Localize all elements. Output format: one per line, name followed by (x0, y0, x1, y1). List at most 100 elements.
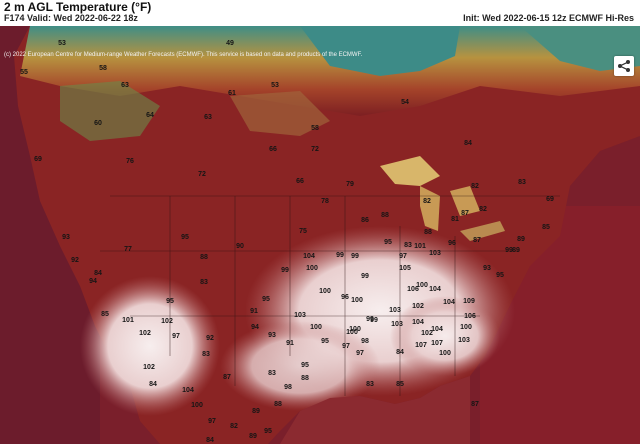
temperature-label: 83 (518, 179, 526, 186)
temperature-label: 95 (384, 239, 392, 246)
temperature-label: 90 (236, 243, 244, 250)
temperature-label: 88 (424, 229, 432, 236)
temperature-label: 83 (366, 381, 374, 388)
temperature-label: 104 (303, 253, 315, 260)
temperature-label: 99 (505, 247, 513, 254)
temperature-label: 109 (463, 298, 475, 305)
temperature-label: 69 (546, 196, 554, 203)
copyright-credit: (c) 2022 European Centre for Medium-rang… (4, 52, 363, 58)
temperature-label: 100 (310, 324, 322, 331)
temperature-label: 107 (415, 342, 427, 349)
temperature-label: 83 (268, 370, 276, 377)
hudson-bay-cool (300, 26, 460, 76)
temperature-label: 63 (121, 82, 129, 89)
temperature-map[interactable]: 53 49 58 55 63 61 53 54 60 64 58 63 66 72 84 69 76 79 83 72… (0, 26, 640, 444)
temperature-label: 92 (71, 257, 79, 264)
temperature-label: 63 (204, 114, 212, 121)
model-init-time: Init: Wed 2022-06-15 12z ECMWF Hi-Res (463, 13, 634, 23)
temperature-label: 72 (311, 146, 319, 153)
temperature-label: 102 (143, 364, 155, 371)
temperature-label: 100 (349, 326, 361, 333)
temperature-label: 81 (451, 216, 459, 223)
temperature-label: 92 (206, 335, 214, 342)
temperature-label: 88 (301, 375, 309, 382)
temperature-label: 95 (181, 234, 189, 241)
temperature-labels: 53 49 58 55 63 61 53 54 60 64 58 63 66 72 84 69 76 79 83 72… (20, 40, 554, 444)
temperature-label: 104 (431, 326, 443, 333)
temperature-label: 84 (464, 140, 472, 147)
temperature-label: 100 (416, 282, 428, 289)
temperature-label: 89 (517, 236, 525, 243)
temperature-label: 100 (191, 402, 203, 409)
state-borders (100, 195, 560, 396)
temperature-label: 107 (431, 340, 443, 347)
temperature-label: 93 (483, 265, 491, 272)
temperature-label: 66 (269, 146, 277, 153)
temperature-label: 79 (346, 181, 354, 188)
share-button[interactable] (614, 56, 634, 76)
temperature-label: 96 (341, 294, 349, 301)
temperature-label: 94 (251, 324, 259, 331)
temperature-label: 95 (264, 428, 272, 435)
temperature-label: 93 (62, 234, 70, 241)
temperature-label: 104 (412, 319, 424, 326)
temperature-label: 106 (407, 286, 419, 293)
map-title: 2 m AGL Temperature (°F) (4, 0, 152, 14)
temperature-label: 99 (351, 253, 359, 260)
temperature-label: 101 (414, 243, 426, 250)
temperature-label: 98 (284, 384, 292, 391)
temperature-label: 99 (336, 252, 344, 259)
temperature-label: 99 (370, 317, 378, 324)
lake-superior (380, 156, 440, 186)
temperature-label: 104 (443, 299, 455, 306)
lake-erie (460, 221, 505, 241)
temperature-label: 84 (94, 270, 102, 277)
temperature-label: 49 (226, 40, 234, 47)
temperature-label: 101 (122, 317, 134, 324)
labrador-cool (520, 26, 640, 71)
map-header: 2 m AGL Temperature (°F) F174 Valid: Wed… (0, 0, 640, 26)
heat-core-southwest (80, 276, 220, 416)
temperature-label: 58 (99, 65, 107, 72)
temperature-label: 102 (412, 303, 424, 310)
temperature-label: 100 (351, 297, 363, 304)
temperature-label: 82 (230, 423, 238, 430)
temperature-label: 95 (166, 298, 174, 305)
temperature-label: 95 (262, 296, 270, 303)
temperature-label: 77 (124, 246, 132, 253)
temperature-label: 104 (429, 286, 441, 293)
temperature-label: 69 (34, 156, 42, 163)
temperature-label: 105 (399, 265, 411, 272)
temperature-map-svg: 53 49 58 55 63 61 53 54 60 64 58 63 66 72 84 69 76 79 83 72… (0, 26, 640, 444)
temperature-label: 88 (381, 212, 389, 219)
temperature-label: 102 (139, 330, 151, 337)
temperature-label: 61 (228, 90, 236, 97)
temperature-label: 97 (342, 343, 350, 350)
temperature-label: 76 (126, 158, 134, 165)
temperature-label: 94 (89, 278, 97, 285)
temperature-label: 87 (471, 401, 479, 408)
temperature-label: 100 (306, 265, 318, 272)
temperature-label: 99 (281, 267, 289, 274)
temperature-label: 102 (421, 330, 433, 337)
temperature-label: 89 (512, 247, 520, 254)
forecast-valid-time: F174 Valid: Wed 2022-06-22 18z (4, 13, 138, 23)
temperature-label: 100 (346, 329, 358, 336)
temperature-label: 100 (319, 288, 331, 295)
temperature-label: 100 (439, 350, 451, 357)
temperature-label: 103 (294, 312, 306, 319)
lake-huron (450, 186, 480, 216)
temperature-label: 95 (321, 338, 329, 345)
lake-michigan (420, 186, 440, 231)
temperature-label: 87 (473, 237, 481, 244)
temperature-label: 98 (361, 338, 369, 345)
temperature-label: 95 (301, 362, 309, 369)
share-icon (618, 60, 630, 72)
temperature-label: 84 (396, 349, 404, 356)
temperature-label: 103 (458, 337, 470, 344)
temperature-label: 83 (404, 242, 412, 249)
temperature-label: 100 (460, 324, 472, 331)
temperature-label: 93 (268, 332, 276, 339)
temperature-label: 97 (399, 253, 407, 260)
temperature-label: 75 (299, 228, 307, 235)
